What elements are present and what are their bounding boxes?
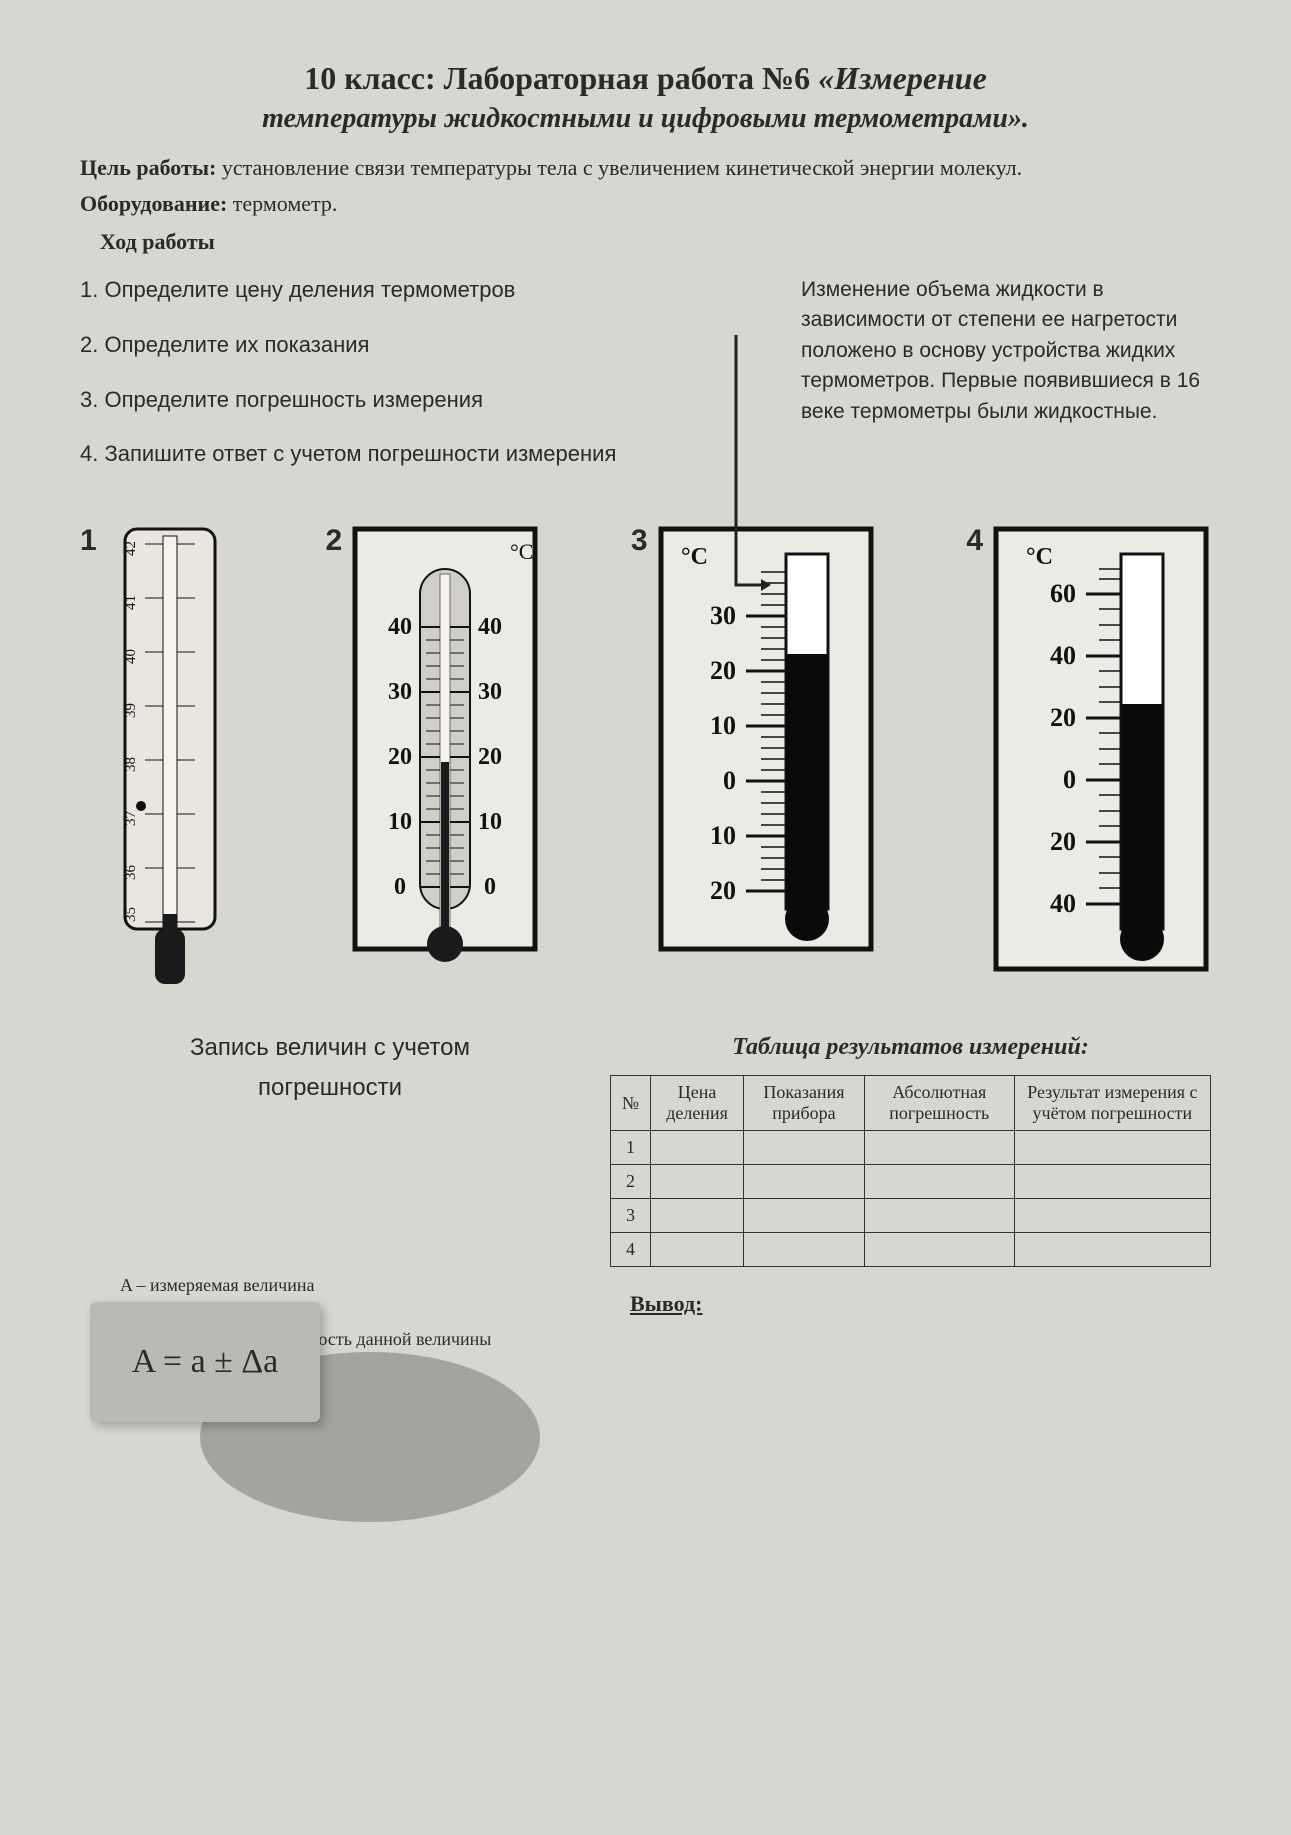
record-subtitle: погрешности bbox=[80, 1074, 580, 1102]
table-row: 2 bbox=[611, 1165, 1211, 1199]
step-2: 2. Определите их показания bbox=[80, 330, 761, 361]
results-title: Таблица результатов измерений: bbox=[610, 1034, 1211, 1061]
conclusion-label: Вывод: bbox=[630, 1291, 1211, 1317]
svg-text:10: 10 bbox=[478, 809, 502, 835]
thermo-4-label: 4 bbox=[966, 524, 983, 558]
thermo-3-label: 3 bbox=[631, 524, 648, 558]
info-text: Изменение объема жидкости в зависимости … bbox=[801, 278, 1200, 423]
formula-wrap: A = a ± Δa A – измеряемая величина a – п… bbox=[80, 1272, 580, 1532]
svg-text:40: 40 bbox=[123, 649, 139, 664]
formula-text: A = a ± Δa bbox=[132, 1343, 279, 1381]
thermometer-row: 1 42 41 40 39 38 37 36 35 bbox=[80, 524, 1211, 994]
svg-text:60: 60 bbox=[1050, 579, 1076, 608]
thermometer-2: °C 40 40 30 30 20 20 10 10 0 0 bbox=[350, 524, 540, 994]
results-section: Таблица результатов измерений: № Цена де… bbox=[610, 1034, 1211, 1317]
table-row: 4 bbox=[611, 1233, 1211, 1267]
legend-1: A – измеряемая величина bbox=[120, 1272, 580, 1299]
svg-text:10: 10 bbox=[710, 821, 736, 850]
thermometer-4: °C 60 40 20 0 20 40 bbox=[991, 524, 1211, 994]
step-4: 4. Запишите ответ с учетом погрешности и… bbox=[80, 439, 761, 470]
svg-text:35: 35 bbox=[123, 907, 139, 922]
equipment-text: термометр. bbox=[233, 191, 338, 216]
svg-text:40: 40 bbox=[1050, 889, 1076, 918]
goal-text: установление связи температуры тела с ув… bbox=[222, 155, 1022, 180]
step-1: 1. Определите цену деления термометров bbox=[80, 275, 761, 306]
col-result: Результат измерения с учётом погрешности bbox=[1014, 1076, 1210, 1131]
svg-text:20: 20 bbox=[388, 744, 412, 770]
svg-text:40: 40 bbox=[1050, 641, 1076, 670]
svg-text:20: 20 bbox=[478, 744, 502, 770]
equipment-section: Оборудование: термометр. bbox=[80, 191, 1211, 217]
svg-text:20: 20 bbox=[710, 656, 736, 685]
info-box: Изменение объема жидкости в зависимости … bbox=[781, 275, 1211, 494]
formula-box: A = a ± Δa bbox=[90, 1302, 320, 1422]
row-id: 4 bbox=[611, 1233, 651, 1267]
svg-text:30: 30 bbox=[710, 601, 736, 630]
title-line-1: 10 класс: Лабораторная работа №6 «Измере… bbox=[80, 60, 1211, 97]
svg-text:42: 42 bbox=[123, 541, 139, 556]
svg-text:10: 10 bbox=[388, 809, 412, 835]
row-id: 2 bbox=[611, 1165, 651, 1199]
table-row: 1 bbox=[611, 1131, 1211, 1165]
svg-text:20: 20 bbox=[1050, 703, 1076, 732]
svg-text:30: 30 bbox=[478, 679, 502, 705]
svg-text:20: 20 bbox=[710, 876, 736, 905]
goal-label: Цель работы: bbox=[80, 155, 222, 180]
bottom-row: Запись величин с учетом погрешности A = … bbox=[80, 1034, 1211, 1532]
col-abserr: Абсолютная погрешность bbox=[864, 1076, 1014, 1131]
svg-text:39: 39 bbox=[123, 703, 139, 718]
col-num: № bbox=[611, 1076, 651, 1131]
thermo-1-cell: 1 42 41 40 39 38 37 36 35 bbox=[80, 524, 235, 994]
results-table: № Цена деления Показания прибора Абсолют… bbox=[610, 1075, 1211, 1267]
col-price: Цена деления bbox=[651, 1076, 744, 1131]
thermo-4-cell: 4 °C 60 40 20 0 20 40 bbox=[966, 524, 1211, 994]
steps-list: 1. Определите цену деления термометров 2… bbox=[80, 275, 761, 494]
svg-text:°C: °C bbox=[681, 544, 708, 570]
arrow-icon bbox=[731, 335, 771, 595]
thermo-2-label: 2 bbox=[325, 524, 342, 558]
svg-text:41: 41 bbox=[123, 595, 139, 610]
title-line-2: температуры жидкостными и цифровыми терм… bbox=[80, 103, 1211, 135]
svg-text:30: 30 bbox=[388, 679, 412, 705]
col-reading: Показания прибора bbox=[744, 1076, 865, 1131]
svg-text:37: 37 bbox=[123, 811, 139, 827]
svg-text:°C: °C bbox=[510, 539, 533, 564]
title-italic: «Измерение bbox=[818, 60, 987, 96]
svg-text:40: 40 bbox=[478, 614, 502, 640]
record-title: Запись величин с учетом bbox=[80, 1034, 580, 1062]
table-header-row: № Цена деления Показания прибора Абсолют… bbox=[611, 1076, 1211, 1131]
row-id: 1 bbox=[611, 1131, 651, 1165]
svg-text:0: 0 bbox=[394, 874, 406, 900]
mid-row: 1. Определите цену деления термометров 2… bbox=[80, 275, 1211, 494]
svg-text:0: 0 bbox=[723, 766, 736, 795]
svg-text:°C: °C bbox=[1026, 544, 1053, 570]
thermo-1-label: 1 bbox=[80, 524, 97, 558]
thermometer-1: 42 41 40 39 38 37 36 35 bbox=[105, 524, 235, 994]
record-section: Запись величин с учетом погрешности A = … bbox=[80, 1034, 580, 1532]
procedure-label: Ход работы bbox=[100, 229, 1211, 255]
svg-text:0: 0 bbox=[1063, 765, 1076, 794]
step-3: 3. Определите погрешность измерения bbox=[80, 385, 761, 416]
svg-text:36: 36 bbox=[123, 865, 139, 881]
equipment-label: Оборудование: bbox=[80, 191, 233, 216]
svg-text:38: 38 bbox=[123, 757, 139, 772]
svg-text:10: 10 bbox=[710, 711, 736, 740]
goal-section: Цель работы: установление связи температ… bbox=[80, 155, 1211, 181]
svg-text:20: 20 bbox=[1050, 827, 1076, 856]
title-prefix: 10 класс: Лабораторная работа №6 bbox=[304, 60, 818, 96]
title-block: 10 класс: Лабораторная работа №6 «Измере… bbox=[80, 60, 1211, 135]
svg-text:40: 40 bbox=[388, 614, 412, 640]
row-id: 3 bbox=[611, 1199, 651, 1233]
thermo-2-cell: 2 °C 40 40 30 30 20 20 10 10 0 0 bbox=[325, 524, 540, 994]
svg-text:0: 0 bbox=[484, 874, 496, 900]
table-row: 3 bbox=[611, 1199, 1211, 1233]
